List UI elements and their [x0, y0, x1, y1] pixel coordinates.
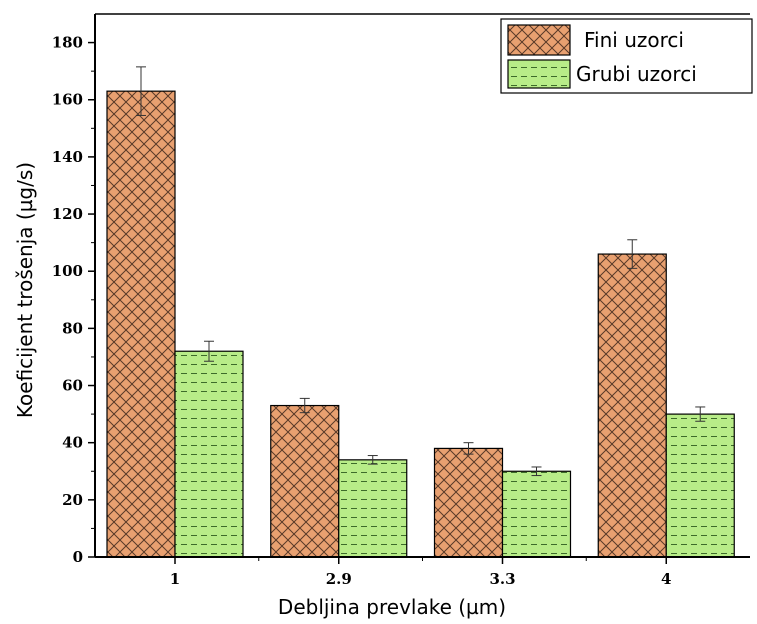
y-tick-label: 140 — [52, 148, 83, 166]
bar-fini-2.9 — [270, 404, 340, 558]
bar-grubi-4 — [665, 413, 735, 558]
x-tick-label: 4 — [661, 570, 671, 588]
x-tick-label: 1 — [170, 570, 180, 588]
y-tick-label: 20 — [62, 491, 83, 509]
bar-fini-4 — [597, 253, 667, 558]
y-axis-title: Koeficijent trošenja (µg/s) — [13, 162, 37, 418]
x-tick-label: 3.3 — [489, 570, 515, 588]
y-tick-label: 120 — [52, 205, 83, 223]
y-tick-label: 60 — [62, 377, 83, 395]
y-tick-label: 0 — [73, 548, 83, 566]
legend-swatch-fini — [507, 24, 571, 56]
legend-swatch-grubi — [507, 59, 571, 89]
y-tick-label: 80 — [62, 319, 83, 337]
legend-label-grubi: Grubi uzorci — [576, 62, 697, 86]
y-tick-label: 100 — [52, 262, 83, 280]
legend: Fini uzorci Grubi uzorci — [500, 18, 753, 94]
bars-layer — [106, 66, 735, 558]
bar-grubi-2.9 — [338, 459, 408, 558]
y-tick-label: 160 — [52, 91, 83, 109]
x-tick-label: 2.9 — [326, 570, 352, 588]
bar-fini-1 — [106, 90, 176, 558]
legend-label-fini: Fini uzorci — [584, 28, 684, 52]
y-tick-label: 180 — [52, 34, 83, 52]
axes-layer: 0 20 40 60 80 100 120 140 160 180 1 2.9 3.3 4 — [52, 13, 750, 588]
y-tick-label: 40 — [62, 434, 83, 452]
bar-grubi-3.3 — [501, 470, 572, 558]
bar-grubi-1 — [174, 350, 244, 558]
x-axis-title: Debljina prevlake (µm) — [278, 595, 506, 619]
bar-fini-3.3 — [433, 447, 504, 558]
